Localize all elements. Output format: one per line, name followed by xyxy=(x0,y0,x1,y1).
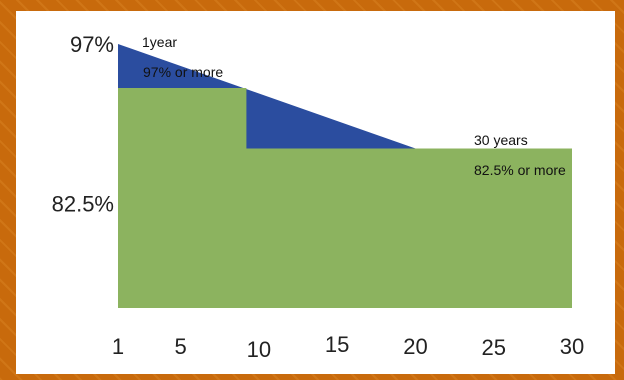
y-tick-label-97: 97% xyxy=(70,32,114,57)
x-tick-label-15: 15 xyxy=(325,332,349,357)
x-tick-label-25: 25 xyxy=(481,335,505,360)
x-tick-label-10: 10 xyxy=(247,337,271,362)
y-tick-label-82-5: 82.5% xyxy=(52,192,114,217)
annotation-1year-value: 97% or more xyxy=(143,64,223,80)
x-tick-label-5: 5 xyxy=(174,334,186,359)
series-bottom-area xyxy=(118,88,572,308)
x-tick-label-1: 1 xyxy=(112,334,124,359)
x-tick-label-30: 30 xyxy=(560,334,584,359)
annotation-30years-value: 82.5% or more xyxy=(474,162,566,178)
annotation-30years-title: 30 years xyxy=(474,132,528,148)
annotation-1year-title: 1year xyxy=(142,34,177,50)
x-tick-label-20: 20 xyxy=(403,334,427,359)
